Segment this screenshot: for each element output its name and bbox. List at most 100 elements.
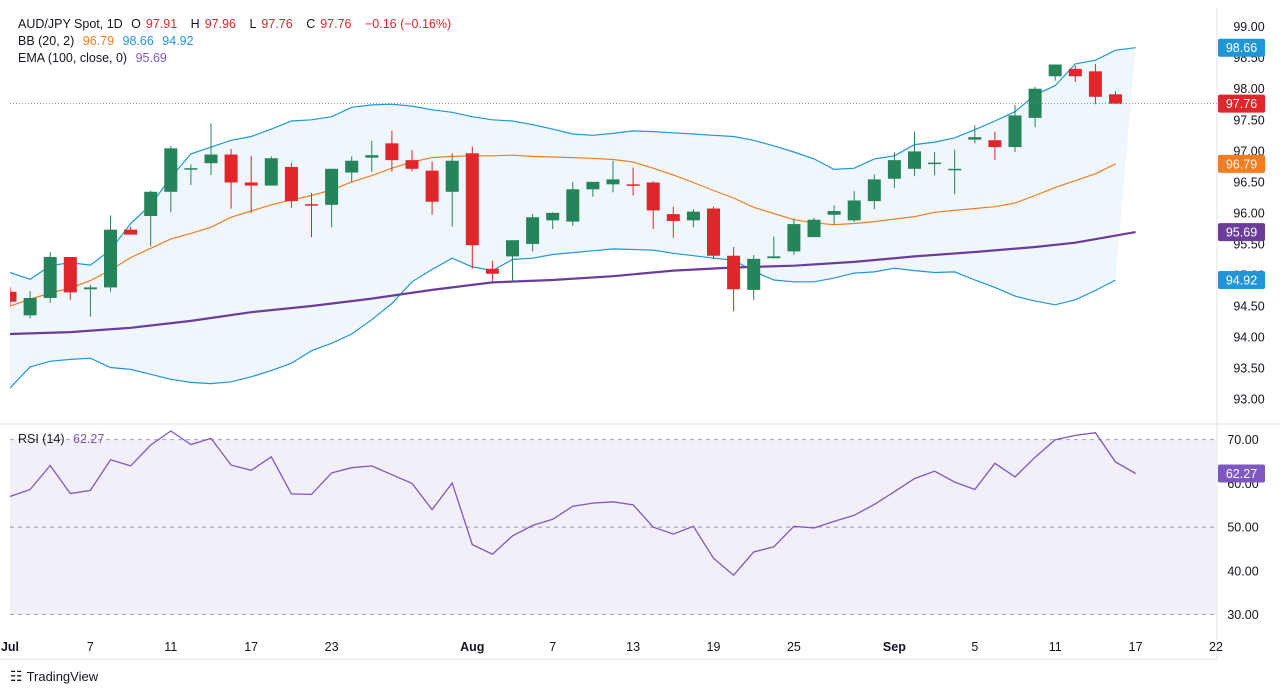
time-tick-label: 11 — [164, 640, 177, 654]
price-pane — [10, 47, 1136, 389]
rsi-tick-label: 30.00 — [1227, 608, 1258, 622]
candle-body — [43, 256, 57, 298]
candle — [827, 205, 841, 225]
rsi-tick-label: 70.00 — [1227, 433, 1258, 447]
rsi-value-badge: 62.27 — [1218, 464, 1265, 483]
candle-body — [807, 219, 821, 238]
ema-legend[interactable]: EMA (100, close, 0) 95.69 — [18, 51, 172, 65]
open-value: 97.91 — [145, 17, 178, 31]
symbol-title: AUD/JPY Spot, 1D — [18, 17, 123, 31]
candle — [325, 168, 339, 228]
candle-body — [988, 140, 1002, 148]
candle-body — [204, 154, 218, 164]
time-tick-label: 7 — [87, 640, 94, 654]
candle-body — [847, 200, 861, 221]
candle — [727, 247, 741, 311]
change-value: −0.16 (−0.16%) — [364, 17, 452, 31]
candle — [365, 140, 379, 172]
candle-body — [465, 153, 479, 246]
price-tick-label: 93.00 — [1233, 393, 1264, 407]
bb-basis-badge-text: 96.79 — [1226, 157, 1257, 171]
candle — [1088, 63, 1102, 105]
time-tick-label: 23 — [325, 640, 339, 654]
candle — [506, 240, 519, 283]
price-tick-label: 96.50 — [1233, 175, 1264, 189]
candle-body — [1008, 115, 1022, 148]
candle — [747, 255, 761, 300]
candle — [928, 152, 942, 176]
candle-body — [506, 240, 519, 257]
rsi-legend[interactable]: RSI (14) 62.27 — [18, 432, 109, 446]
tradingview-logo-icon: ☷ — [10, 668, 23, 684]
candle — [164, 145, 178, 213]
candle-body — [385, 143, 399, 161]
tradingview-logo[interactable]: ☷ TradingView — [10, 668, 98, 685]
time-tick-label: 22 — [1209, 640, 1223, 654]
candle — [305, 193, 318, 238]
candle — [485, 260, 499, 282]
rsi-value-badge-bg — [1218, 464, 1265, 483]
time-tick-label: Jul — [1, 640, 19, 654]
candle-body — [345, 160, 359, 173]
candle — [526, 214, 540, 252]
rsi-label: RSI (14) — [18, 432, 65, 446]
candle — [807, 217, 821, 238]
candle — [465, 146, 479, 269]
candle — [566, 181, 580, 226]
ema-line — [10, 231, 1136, 336]
rsi-tick-label: 40.00 — [1227, 564, 1258, 578]
candle-body — [1068, 68, 1082, 77]
candle — [144, 190, 158, 247]
candle — [345, 156, 359, 182]
last-price-badge-text: 97.76 — [1226, 97, 1257, 111]
candle — [546, 212, 560, 230]
candle-body — [787, 224, 801, 252]
time-tick-label: 19 — [707, 640, 721, 654]
candle — [204, 123, 218, 176]
candle — [646, 181, 660, 230]
bollinger-upper-line — [10, 47, 1136, 280]
last-price-badge-bg — [1218, 94, 1265, 113]
candle — [445, 153, 459, 227]
candle-body — [626, 184, 640, 186]
bb-upper-badge: 98.66 — [1218, 38, 1265, 57]
close-value: 97.76 — [320, 17, 352, 31]
candle-body — [405, 160, 419, 169]
time-tick-label: 7 — [549, 640, 556, 654]
candle — [1008, 104, 1022, 153]
time-tick-label: 13 — [626, 640, 640, 654]
bb-legend[interactable]: BB (20, 2) 96.79 98.66 94.92 — [18, 34, 199, 48]
price-tick-label: 97.50 — [1233, 113, 1264, 127]
candle-body — [1028, 88, 1042, 118]
candle-body — [104, 229, 117, 288]
time-tick-label: Aug — [460, 640, 484, 654]
candle — [104, 215, 117, 292]
time-tick-label: 17 — [1129, 640, 1143, 654]
price-tick-label: 98.00 — [1233, 82, 1264, 96]
candle-body — [485, 268, 499, 274]
candle — [606, 160, 620, 193]
candle-body — [224, 154, 238, 183]
candle — [83, 284, 97, 317]
candle-body — [646, 182, 660, 211]
candle — [244, 155, 258, 213]
ema-badge-text: 95.69 — [1226, 226, 1257, 240]
rsi-value: 62.27 — [73, 432, 105, 446]
candle — [787, 218, 801, 256]
candle-body — [365, 155, 379, 158]
candle-body — [586, 181, 600, 190]
candle-body — [546, 212, 560, 221]
candle-body — [10, 291, 17, 302]
rsi-pane — [10, 430, 1217, 615]
candle-body — [948, 168, 962, 171]
ema-badge: 95.69 — [1218, 223, 1265, 242]
candle — [124, 226, 138, 235]
candle — [224, 148, 238, 209]
bb-upper-badge-bg — [1218, 38, 1265, 57]
bb-lower-value: 94.92 — [162, 34, 194, 48]
candle-body — [164, 148, 178, 192]
candle-body — [124, 229, 138, 235]
